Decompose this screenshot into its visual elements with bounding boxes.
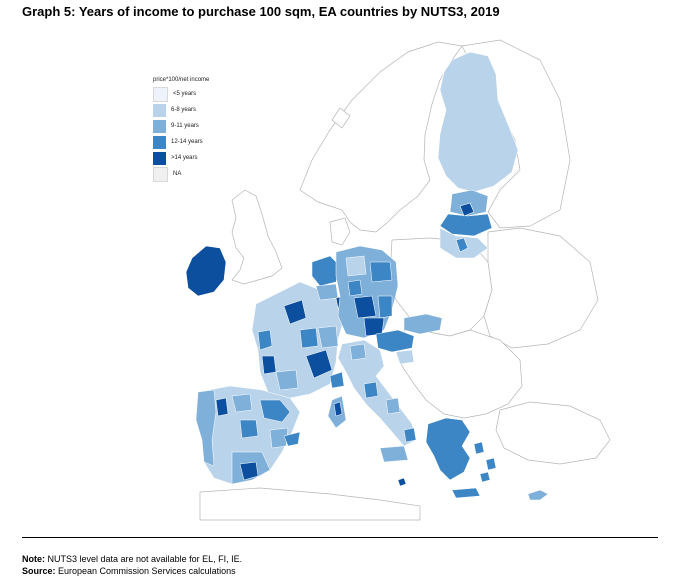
legend-label: >14 years [171,155,198,161]
source-text: European Commission Services calculation… [55,566,236,576]
map-legend: price*100/net income <5 years 6-8 years … [153,77,209,182]
legend-item: <5 years [153,86,209,102]
legend-item: 12-14 years [153,134,209,150]
legend-title: price*100/net income [153,77,210,83]
note-line: Note: NUTS3 level data are not available… [22,553,242,565]
legend-item: NA [153,166,209,182]
legend-label: 6-8 years [171,107,197,113]
legend-swatch [153,166,168,182]
legend-item: 9-11 years [153,118,209,134]
europe-map [185,39,611,521]
slovakia-region [403,313,443,335]
footnotes: Note: NUTS3 level data are not available… [22,553,242,577]
benelux-regions [311,255,347,309]
italy-regions [327,339,417,487]
legend-swatch [153,86,168,102]
baltic-regions [439,189,493,259]
map-svg [185,39,611,521]
legend-label: 12-14 years [171,139,203,145]
iberia-regions [195,385,301,485]
legend-swatch [153,119,166,133]
source-label: Source: [22,566,56,576]
legend-item: >14 years [153,150,209,166]
legend-swatch [153,151,166,165]
austria-slovenia-regions [375,329,415,365]
legend-label: NA [173,171,182,177]
note-label: Note: [22,554,45,564]
ireland-region [185,245,227,297]
legend-label: 9-11 years [171,123,199,129]
greece-regions [425,417,497,499]
france-regions [251,281,345,399]
legend-swatch [153,103,166,117]
germany-regions [335,245,399,339]
legend-swatch [153,135,166,149]
note-text: NUTS3 level data are not available for E… [45,554,243,564]
legend-label: <5 years [173,91,197,97]
legend-item: 6-8 years [153,102,209,118]
graph-title: Graph 5: Years of income to purchase 100… [22,4,500,19]
source-line: Source: European Commission Services cal… [22,565,242,577]
cyprus-region [527,489,549,501]
finland-region [437,51,519,193]
footnote-divider [22,537,658,538]
